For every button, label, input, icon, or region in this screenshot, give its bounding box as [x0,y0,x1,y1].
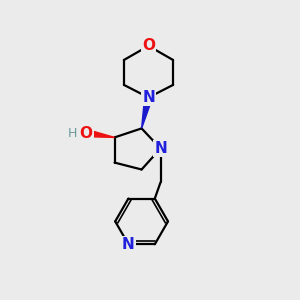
Text: O: O [80,126,93,141]
Text: N: N [154,141,167,156]
Text: N: N [122,237,135,252]
Text: O: O [142,38,155,53]
Polygon shape [142,97,152,128]
Text: H: H [67,127,77,140]
Text: N: N [142,90,155,105]
Polygon shape [88,130,115,137]
